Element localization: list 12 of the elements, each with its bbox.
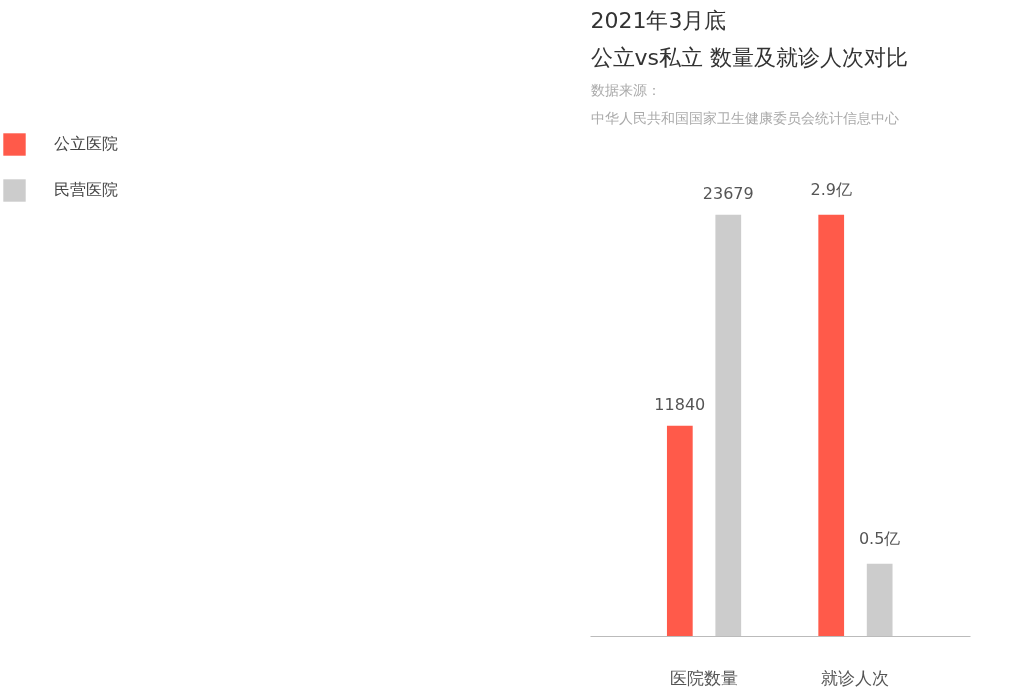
legend-label: 民营医院 — [54, 179, 118, 201]
x-tick-label: 医院数量 — [670, 667, 739, 688]
source-note: 数据来源： — [590, 81, 661, 98]
legend-label: 公立医院 — [54, 133, 118, 155]
text: 中华人民共和国国家卫生健康委员会统计信息中心 — [590, 109, 899, 126]
data-label: 23679 — [702, 183, 754, 203]
chart-title: 2021年3月底 — [590, 7, 727, 33]
data-label: 0.5亿 — [858, 528, 901, 548]
chart-subtitle: 公立vs私立 数量及就诊人次对比 — [590, 44, 908, 70]
x-tick-label: 就诊人次 — [821, 667, 890, 688]
data-label: 11840 — [654, 394, 706, 414]
data-label: 2.9亿 — [810, 179, 852, 199]
